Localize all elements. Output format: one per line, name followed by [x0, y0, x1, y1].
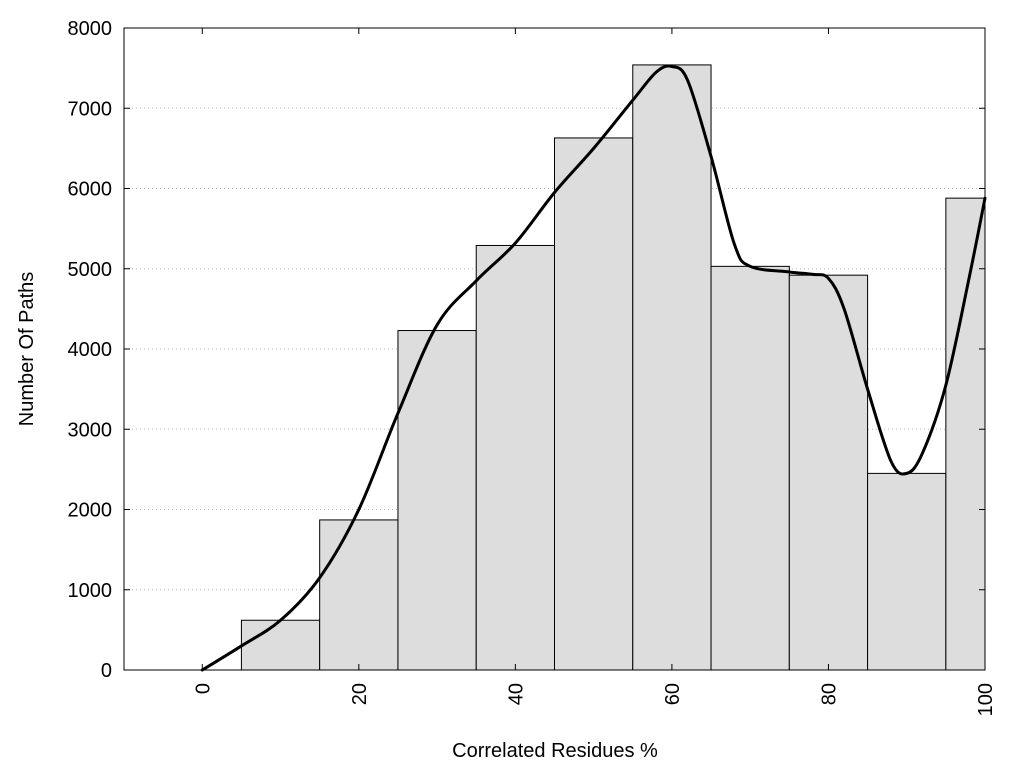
x-tick-label: 0: [192, 683, 214, 694]
y-tick-label: 2000: [68, 500, 113, 522]
histogram-bar: [240, 619, 321, 671]
y-tick-label: 5000: [68, 259, 113, 281]
histogram-bar: [397, 330, 477, 671]
x-axis-title: Correlated Residues %: [452, 740, 658, 762]
x-tick-labels: 0 20 40 60 80 100: [192, 683, 997, 716]
y-tick-label: 0: [101, 660, 112, 682]
histogram-bar: [319, 519, 399, 671]
axis-ticks: [124, 27, 986, 671]
x-tick-label: 80: [818, 683, 840, 705]
bars: [240, 64, 986, 671]
histogram-bar: [632, 64, 712, 671]
y-tick-label: 6000: [68, 179, 113, 201]
x-tick-label: 100: [975, 683, 997, 716]
y-tick-label: 8000: [68, 18, 113, 40]
histogram-bar: [475, 244, 555, 671]
x-tick-label: 60: [662, 683, 684, 705]
histogram-bar: [710, 265, 790, 671]
histogram-bar: [867, 472, 947, 671]
histogram-bar: [945, 197, 986, 671]
y-tick-label: 3000: [68, 419, 113, 441]
x-tick-label: 20: [349, 683, 371, 705]
histogram-bar: [788, 274, 869, 671]
y-tick-label: 7000: [68, 98, 113, 120]
y-axis-title: Number Of Paths: [16, 272, 38, 427]
y-tick-label: 1000: [68, 580, 113, 602]
density-curve: [200, 64, 987, 672]
y-tick-labels: 0 1000 2000 3000 4000 5000 6000 7000 8000: [68, 18, 113, 682]
x-tick-label: 40: [505, 683, 527, 705]
histogram-bar: [554, 137, 634, 671]
y-tick-label: 4000: [68, 339, 113, 361]
